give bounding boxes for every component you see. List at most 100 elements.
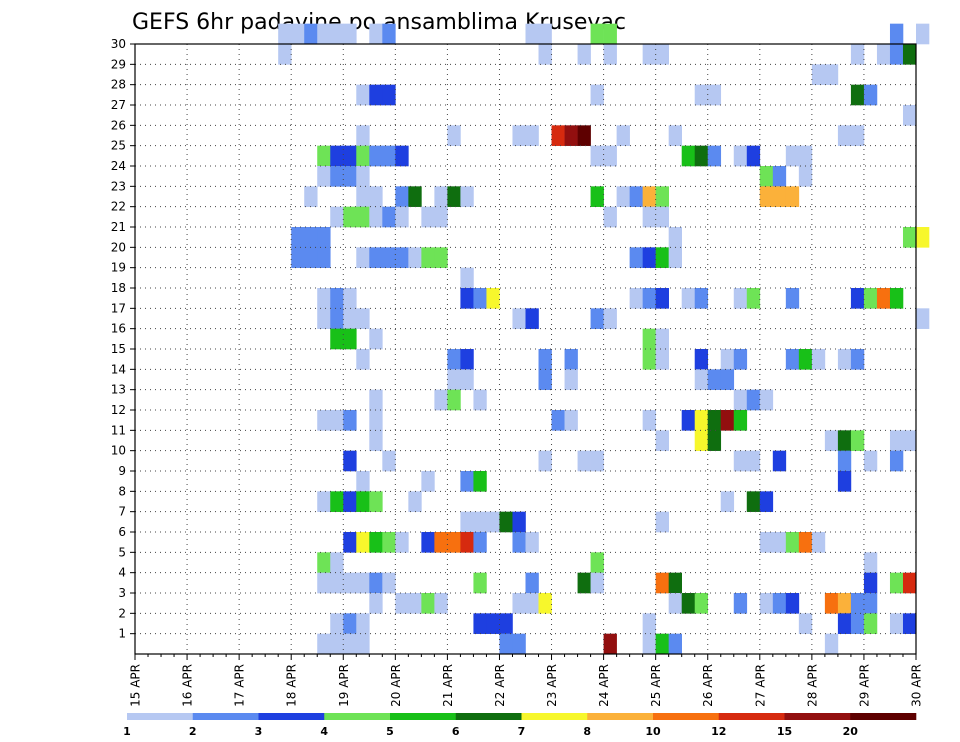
y-tick-label: 13 xyxy=(111,383,126,397)
heat-cell xyxy=(733,145,748,167)
heat-cell xyxy=(382,532,396,553)
y-tick-label: 27 xyxy=(111,98,126,112)
heat-cell xyxy=(369,491,383,512)
y-tick-label: 28 xyxy=(111,78,126,92)
y-tick-label: 8 xyxy=(118,484,126,498)
heat-cell xyxy=(512,511,526,533)
heat-cell xyxy=(863,84,878,106)
heat-cell xyxy=(382,23,396,45)
heat-cell xyxy=(330,491,344,512)
heat-cell xyxy=(655,288,669,309)
heat-cell xyxy=(551,410,565,431)
heat-cell xyxy=(694,369,709,390)
x-tick-label: 25 APR xyxy=(649,664,663,707)
y-tick-label: 21 xyxy=(111,220,126,234)
heat-cell xyxy=(590,572,604,594)
heat-cell xyxy=(343,206,357,228)
heat-cell xyxy=(772,593,787,614)
heat-cell xyxy=(330,613,344,634)
legend-label: 20 xyxy=(843,725,859,738)
heat-cell xyxy=(603,308,617,329)
heat-cell xyxy=(668,125,682,146)
heat-cell xyxy=(369,206,383,228)
heat-cell xyxy=(759,593,774,614)
heat-cell xyxy=(616,125,630,146)
y-tick-label: 7 xyxy=(118,505,126,519)
heat-cell xyxy=(369,328,383,350)
heat-cell xyxy=(889,572,904,594)
heat-cell xyxy=(460,267,474,289)
heat-cell xyxy=(798,613,813,634)
heat-cell xyxy=(369,247,383,268)
heat-cell xyxy=(590,552,604,573)
heat-cell xyxy=(525,593,539,614)
heat-cell xyxy=(694,430,709,451)
heat-cell xyxy=(655,633,669,655)
heat-cell xyxy=(291,247,305,268)
heat-cell xyxy=(499,613,513,634)
legend-swatch xyxy=(850,713,917,720)
legend-swatch xyxy=(127,713,194,720)
x-tick-label: 19 APR xyxy=(337,664,351,707)
heat-cell xyxy=(850,349,865,370)
heat-cell xyxy=(668,227,682,248)
heat-cell xyxy=(369,572,383,594)
y-tick-label: 17 xyxy=(111,301,126,315)
heat-cell xyxy=(538,23,552,45)
heat-cell xyxy=(525,572,539,594)
heat-cell xyxy=(772,166,787,187)
heat-cell xyxy=(343,288,357,309)
heat-cell xyxy=(629,288,643,309)
heat-cell xyxy=(473,613,487,634)
heat-cell xyxy=(382,247,396,268)
heat-cell xyxy=(525,308,539,329)
heat-cell xyxy=(603,633,617,655)
heat-cell xyxy=(655,349,669,370)
y-tick-label: 2 xyxy=(118,606,126,620)
heat-cell xyxy=(330,308,344,329)
heat-cell xyxy=(356,471,370,492)
plot-area xyxy=(134,23,930,655)
heat-cell xyxy=(317,410,331,431)
heat-cell xyxy=(863,572,878,594)
heat-cell xyxy=(525,125,539,146)
heat-cell xyxy=(824,64,839,85)
heat-cell xyxy=(564,349,578,370)
heat-cell xyxy=(343,23,357,45)
heat-cell xyxy=(863,593,878,614)
heat-cell xyxy=(434,186,448,207)
legend-label: 2 xyxy=(189,725,197,738)
heat-cell xyxy=(382,206,396,228)
heat-cell xyxy=(798,532,813,553)
heat-cell xyxy=(902,44,917,65)
heat-cell xyxy=(421,471,435,492)
heat-cell xyxy=(473,471,487,492)
heat-cell xyxy=(538,450,552,472)
heat-cell xyxy=(837,430,852,451)
heat-cell xyxy=(486,613,500,634)
heat-cell xyxy=(681,410,696,431)
heat-cell xyxy=(317,145,331,167)
heat-cell xyxy=(916,23,930,45)
heat-cell xyxy=(824,633,839,655)
y-axis: 1234567891011121314151617181920212223242… xyxy=(111,37,135,641)
heat-cell xyxy=(538,369,552,390)
legend: 1 2 3 4 5 6 7 8 10 12 15 20 xyxy=(123,713,917,738)
heat-cell xyxy=(512,125,526,146)
heat-cell xyxy=(343,308,357,329)
x-tick-label: 20 APR xyxy=(389,664,403,707)
heat-cell xyxy=(551,125,565,146)
heat-cell xyxy=(733,593,748,614)
heat-cell xyxy=(460,532,474,553)
heat-cell xyxy=(811,349,826,370)
heat-cell xyxy=(889,288,904,309)
heat-cell xyxy=(356,633,370,655)
legend-label: 8 xyxy=(583,725,591,738)
heat-cell xyxy=(850,125,865,146)
heat-cell xyxy=(642,247,656,268)
heat-cell xyxy=(759,166,774,187)
heat-cell xyxy=(317,23,331,45)
legend-swatch xyxy=(390,713,457,720)
heat-cell xyxy=(642,633,656,655)
heat-cell xyxy=(590,186,604,207)
